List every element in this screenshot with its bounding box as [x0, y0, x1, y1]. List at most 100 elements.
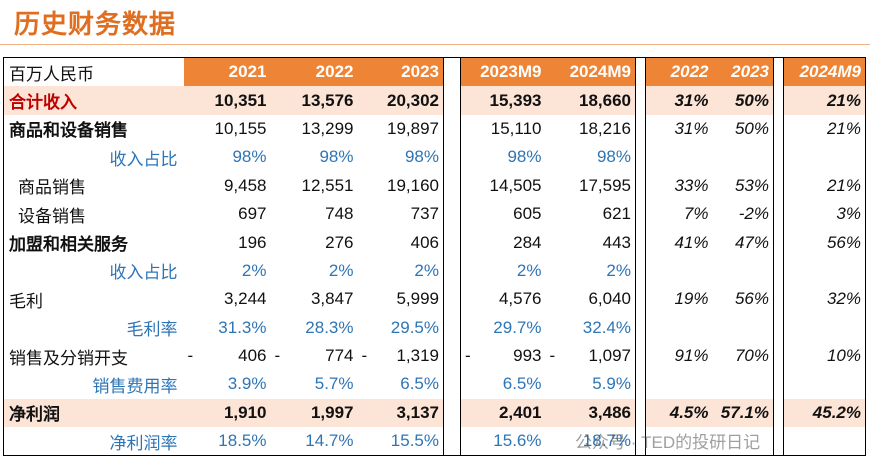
column-gap	[773, 341, 784, 371]
column-gap	[443, 256, 461, 286]
table-cell: 10,155	[214, 118, 267, 138]
cell-value: 993	[513, 346, 542, 366]
table-cell: 19,160	[387, 175, 439, 195]
table-cell: 14,505	[489, 175, 542, 195]
table-cell: 18.7%	[582, 431, 631, 451]
column-gap	[443, 86, 461, 115]
negative-sign: -	[465, 346, 471, 366]
column-header: 2023M9	[460, 57, 546, 87]
column-gap	[635, 57, 646, 87]
row-label: 合计收入	[3, 86, 184, 115]
column-gap	[773, 199, 784, 229]
table-row: 收入占比 98% 98% 98% 98% 98%	[4, 143, 866, 172]
table-cell	[713, 143, 774, 171]
table-cell: 32.4%	[582, 317, 631, 337]
column-gap	[443, 171, 461, 200]
table-cell: 3%	[836, 204, 861, 224]
row-label: 毛利	[9, 291, 43, 311]
table-cell: 12,551	[301, 175, 354, 195]
column-gap	[443, 57, 461, 87]
table-cell: 276	[325, 232, 354, 252]
column-gap	[773, 256, 784, 286]
column-gap	[773, 427, 784, 456]
table-cell: 1,910	[183, 398, 271, 428]
table-cell	[784, 314, 866, 342]
table-cell: -2%	[738, 204, 769, 224]
column-header: 2022	[270, 57, 358, 87]
table-row: 商品销售 9,458 12,551 19,160 14,505 17,595 33% 53% 2…	[4, 171, 866, 200]
table-cell: 31.3%	[218, 317, 267, 337]
table-cell: 13,299	[301, 118, 354, 138]
table-cell: 15.6%	[493, 431, 542, 451]
column-gap	[635, 256, 646, 286]
table-cell: 41%	[674, 232, 709, 252]
column-gap	[443, 199, 461, 229]
row-label: 净利润率	[109, 433, 178, 453]
accounting-value: - 1,319	[362, 346, 440, 366]
table-cell	[713, 257, 774, 285]
table-cell	[784, 257, 866, 285]
table-cell: 10%	[826, 346, 861, 366]
column-gap	[443, 228, 461, 257]
row-label: 销售及分销开支	[9, 348, 128, 368]
table-cell: - 1,319	[358, 342, 444, 370]
cell-value: 1,319	[396, 346, 439, 366]
table-cell: - 406	[184, 342, 271, 370]
accounting-value: - 774	[275, 346, 354, 366]
table-cell: 7%	[683, 204, 709, 224]
column-gap	[773, 398, 784, 428]
table-cell: 15,393	[460, 86, 546, 115]
table-cell: 18,660	[545, 86, 636, 115]
table-cell: 3,486	[545, 398, 636, 428]
negative-sign: -	[549, 346, 556, 366]
column-gap	[773, 370, 784, 399]
table-cell: 1,997	[270, 398, 358, 428]
table-cell: 2%	[606, 260, 631, 280]
table-cell: 98%	[404, 147, 439, 167]
table-cell: 14.7%	[305, 431, 354, 451]
negative-sign: -	[361, 346, 368, 366]
table-row: 加盟和相关服务 196 276 406 284 443 41% 47% 56%	[4, 228, 866, 257]
table-cell: 5,999	[396, 289, 439, 309]
column-gap	[635, 285, 646, 314]
table-cell: 5.7%	[314, 374, 354, 394]
column-header: 2024M9	[783, 57, 866, 87]
table-cell: 29.5%	[390, 317, 439, 337]
table-cell: 18.5%	[218, 431, 267, 451]
table-cell: 6,040	[588, 289, 631, 309]
row-label: 收入占比	[109, 149, 178, 169]
column-gap	[773, 228, 784, 257]
column-gap	[635, 86, 646, 115]
table-cell: 28.3%	[305, 317, 354, 337]
row-label: 加盟和相关服务	[9, 235, 128, 255]
table-row: 毛利率 31.3% 28.3% 29.5% 29.7% 32.4%	[4, 313, 866, 342]
column-gap	[635, 370, 646, 399]
column-gap	[635, 143, 646, 172]
row-label: 收入占比	[109, 263, 178, 283]
table-cell: 2,401	[460, 398, 546, 428]
table-cell: - 1,097	[546, 342, 636, 370]
table-cell: 6.5%	[400, 374, 439, 394]
table-cell: 91%	[674, 346, 709, 366]
table-cell: 443	[602, 232, 631, 252]
table-cell	[784, 370, 866, 398]
page-title: 历史财务数据	[14, 9, 177, 39]
column-gap	[635, 341, 646, 371]
table-cell: 98%	[319, 147, 354, 167]
column-gap	[773, 57, 784, 87]
negative-sign: -	[187, 346, 194, 366]
column-gap	[443, 341, 461, 371]
table-cell: 621	[602, 204, 631, 224]
column-header: 2024M9	[545, 57, 636, 87]
column-gap	[443, 398, 461, 428]
column-gap	[443, 285, 461, 314]
table-cell: 15.5%	[390, 431, 439, 451]
table-cell: 56%	[734, 289, 769, 309]
table-cell	[784, 143, 866, 171]
table-row: 合计收入 10,351 13,576 20,302 15,393 18,660 31% 50%…	[3, 86, 866, 115]
watermark: 公众号 · TED的投研日记	[575, 433, 761, 452]
table-cell	[713, 314, 774, 342]
table-row: 净利润 1,910 1,997 3,137 2,401 3,486 4.5% 57.1% 45.…	[3, 398, 866, 428]
table-cell: 45.2%	[783, 398, 866, 428]
